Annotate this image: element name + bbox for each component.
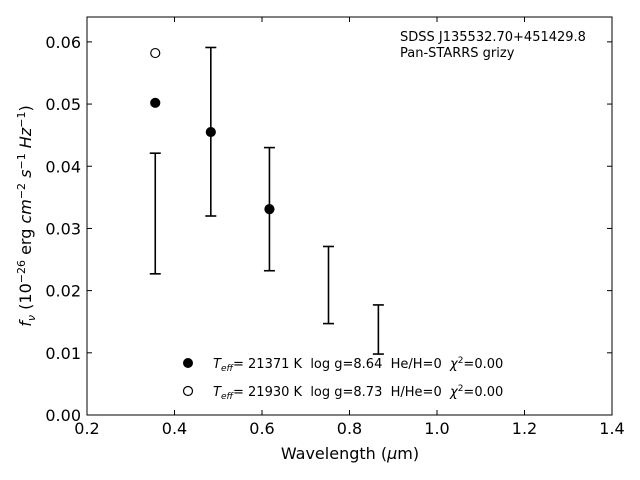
- y-tick-label: 0.06: [45, 33, 81, 52]
- legend-label-2: Teff= 21930 K log g=8.73 H/He=0 χ2=0.00: [213, 384, 503, 402]
- x-tick-label: 0.4: [162, 419, 187, 438]
- legend-marker-open: [182, 385, 194, 397]
- legend-marker-filled: [183, 358, 193, 368]
- model-point-filled: [205, 126, 216, 138]
- y-tick-label: 0.03: [45, 219, 81, 238]
- x-axis-title: Wavelength (μm): [281, 444, 419, 463]
- y-tick-label: 0.02: [45, 282, 81, 301]
- svg-text:fν (10−26 erg cm−2 s−1 Hz−1): fν (10−26 erg cm−2 s−1 Hz−1): [15, 105, 38, 326]
- x-tick-label: 1.2: [512, 419, 537, 438]
- model-point-open: [150, 47, 161, 59]
- model-point-filled: [264, 204, 275, 215]
- x-tick-label: 1.4: [599, 419, 624, 438]
- y-tick-label: 0.05: [45, 95, 81, 114]
- y-tick-label: 0.01: [45, 344, 81, 363]
- annotation-object-name: SDSS J135532.70+451429.8: [400, 30, 586, 45]
- y-tick-label: 0.00: [45, 406, 81, 425]
- y-axis-title: fν (10−26 erg cm−2 s−1 Hz−1): [15, 105, 38, 326]
- legend: Teff= 21371 K log g=8.64 He/H=0 χ2=0.00 …: [182, 356, 503, 402]
- data-points: [150, 47, 275, 215]
- x-tick-label: 0.8: [337, 419, 362, 438]
- y-tick-label: 0.04: [45, 157, 81, 176]
- legend-label-1: Teff= 21371 K log g=8.64 He/H=0 χ2=0.00: [213, 356, 503, 374]
- x-tick-label: 0.6: [249, 419, 274, 438]
- model-point-filled: [150, 97, 161, 108]
- axis-ticks: 0.2 0.4 0.6 0.8 1.0 1.2 1.4 0.00 0.01 0.02 0.03 0.0…: [45, 17, 625, 438]
- annotation-survey: Pan-STARRS grizy: [400, 46, 515, 61]
- x-tick-label: 0.2: [74, 419, 99, 438]
- x-tick-label: 1.0: [424, 419, 449, 438]
